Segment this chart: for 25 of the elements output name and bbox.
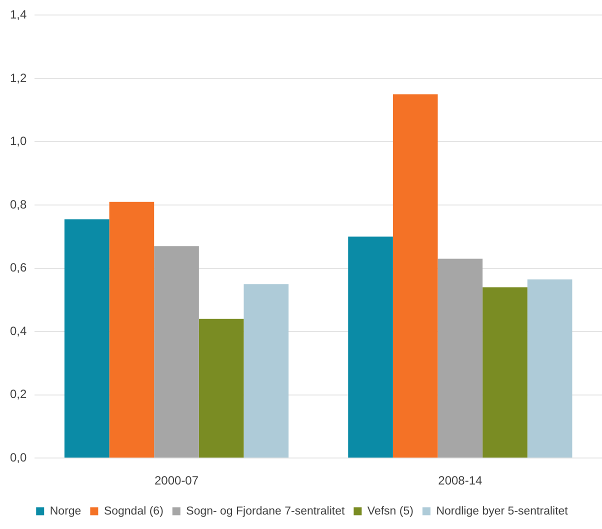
y-tick-label: 0,4 bbox=[10, 324, 27, 338]
y-tick-label: 1,2 bbox=[10, 70, 27, 85]
bar bbox=[438, 258, 483, 458]
legend-label: Sogn- og Fjordane 7-sentralitet bbox=[186, 505, 346, 518]
y-tick-label: 0,6 bbox=[10, 260, 27, 275]
legend-label: Norge bbox=[50, 505, 82, 518]
y-tick-label: 1,0 bbox=[10, 134, 27, 148]
legend-label: Sogndal (6) bbox=[104, 505, 164, 518]
y-tick-label: 0,0 bbox=[10, 450, 27, 464]
bar bbox=[482, 287, 528, 458]
legend-label: Vefsn (5) bbox=[367, 505, 414, 518]
y-tick-label: 0,2 bbox=[10, 387, 27, 402]
bar bbox=[244, 284, 289, 458]
bar bbox=[109, 202, 154, 458]
bar bbox=[198, 318, 244, 458]
bar bbox=[392, 94, 438, 458]
bar bbox=[527, 279, 572, 458]
x-tick-label: 2000-07 bbox=[154, 474, 199, 488]
bar bbox=[348, 236, 393, 458]
y-tick-label: 1,4 bbox=[10, 8, 27, 22]
bar bbox=[64, 219, 110, 458]
bar bbox=[154, 246, 199, 458]
legend-label: Nordlige byer 5-sentralitet bbox=[436, 505, 569, 518]
y-tick-label: 0,8 bbox=[10, 197, 27, 212]
x-tick-label: 2008-14 bbox=[438, 474, 483, 488]
